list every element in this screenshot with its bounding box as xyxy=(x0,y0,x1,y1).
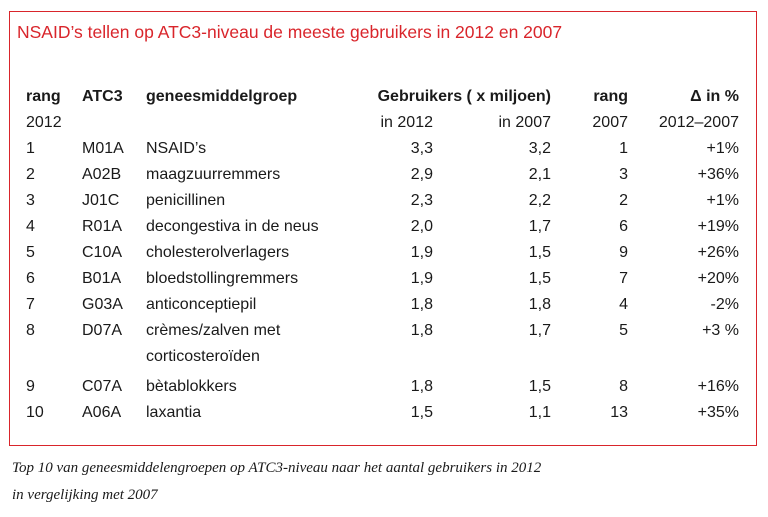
header-atc3: ATC3 xyxy=(82,88,123,105)
cell-gebruikers-2007: 1,5 xyxy=(528,378,551,395)
cell-atc3: D07A xyxy=(82,322,123,339)
table-frame xyxy=(9,11,757,446)
subheader-rang-year: 2012 xyxy=(26,114,62,131)
cell-groep: crèmes/zalven met xyxy=(146,322,281,339)
cell-atc3: R01A xyxy=(82,218,123,235)
cell-gebruikers-2012: 1,9 xyxy=(410,244,433,261)
cell-gebruikers-2007: 1,7 xyxy=(528,322,551,339)
cell-rang-2007: 1 xyxy=(619,140,628,157)
cell-gebruikers-2007: 1,7 xyxy=(528,218,551,235)
caption-line-1: Top 10 van geneesmiddelengroepen op ATC3… xyxy=(12,460,542,476)
header-geneesmiddelgroep: geneesmiddelgroep xyxy=(146,88,298,105)
cell-groep: laxantia xyxy=(146,404,202,421)
table-title: NSAID’s tellen op ATC3-niveau de meeste … xyxy=(17,22,563,42)
subheader-in2007: in 2007 xyxy=(498,114,552,131)
cell-gebruikers-2012: 1,8 xyxy=(410,378,433,395)
cell-rang-2007: 8 xyxy=(619,378,628,395)
cell-rang-2007: 3 xyxy=(619,166,628,183)
cell-atc3: A06A xyxy=(82,404,122,421)
cell-groep-continued: corticosteroïden xyxy=(146,348,260,365)
cell-delta: +3 % xyxy=(702,322,739,339)
cell-rang: 6 xyxy=(26,270,35,287)
cell-rang: 3 xyxy=(26,192,35,209)
cell-rang: 2 xyxy=(26,166,35,183)
cell-atc3: G03A xyxy=(82,296,123,313)
cell-delta: +1% xyxy=(706,192,739,209)
cell-delta: +19% xyxy=(697,218,739,235)
cell-rang: 7 xyxy=(26,296,35,313)
cell-gebruikers-2012: 1,5 xyxy=(410,404,433,421)
cell-gebruikers-2007: 1,8 xyxy=(528,296,551,313)
cell-rang-2007: 7 xyxy=(619,270,628,287)
cell-rang-2007: 4 xyxy=(619,296,628,313)
header-rang: rang xyxy=(26,88,61,105)
cell-delta: -2% xyxy=(710,296,739,313)
cell-gebruikers-2007: 1,5 xyxy=(528,244,551,261)
cell-gebruikers-2007: 1,1 xyxy=(528,404,551,421)
cell-atc3: C10A xyxy=(82,244,123,261)
cell-gebruikers-2007: 3,2 xyxy=(528,140,551,157)
cell-groep: NSAID’s xyxy=(146,140,207,157)
cell-gebruikers-2012: 2,3 xyxy=(410,192,433,209)
header-gebruikers: Gebruikers ( x miljoen) xyxy=(377,88,551,105)
cell-atc3: J01C xyxy=(82,192,120,209)
cell-rang: 1 xyxy=(26,140,35,157)
cell-delta: +20% xyxy=(697,270,739,287)
cell-delta: +36% xyxy=(697,166,739,183)
cell-gebruikers-2012: 1,8 xyxy=(410,322,433,339)
cell-groep: penicillinen xyxy=(146,192,226,209)
cell-atc3: M01A xyxy=(82,140,124,157)
subheader-in2012: in 2012 xyxy=(380,114,434,131)
cell-rang-2007: 6 xyxy=(619,218,628,235)
cell-rang-2007: 13 xyxy=(610,404,628,421)
cell-rang-2007: 5 xyxy=(619,322,628,339)
cell-rang-2007: 9 xyxy=(619,244,628,261)
cell-groep: decongestiva in de neus xyxy=(146,218,319,235)
cell-gebruikers-2012: 2,0 xyxy=(410,218,433,235)
cell-rang: 8 xyxy=(26,322,35,339)
cell-atc3: A02B xyxy=(82,166,122,183)
cell-gebruikers-2012: 1,9 xyxy=(410,270,433,287)
cell-gebruikers-2012: 2,9 xyxy=(410,166,433,183)
cell-groep: cholesterolverlagers xyxy=(146,244,290,261)
cell-atc3: B01A xyxy=(82,270,122,287)
subheader-rang2-year: 2007 xyxy=(592,114,628,131)
cell-rang: 9 xyxy=(26,378,35,395)
cell-delta: +1% xyxy=(706,140,739,157)
cell-rang: 4 xyxy=(26,218,35,235)
cell-rang: 10 xyxy=(26,404,44,421)
cell-groep: bètablokkers xyxy=(146,378,237,395)
cell-gebruikers-2012: 3,3 xyxy=(410,140,433,157)
subheader-delta-range: 2012–2007 xyxy=(658,114,739,131)
cell-atc3: C07A xyxy=(82,378,123,395)
caption-line-2: in vergelijking met 2007 xyxy=(12,487,158,503)
cell-groep: maagzuurremmers xyxy=(146,166,281,183)
cell-gebruikers-2007: 2,1 xyxy=(528,166,551,183)
header-rang-2007: rang xyxy=(593,88,628,105)
cell-delta: +35% xyxy=(697,404,739,421)
cell-gebruikers-2007: 2,2 xyxy=(528,192,551,209)
cell-rang-2007: 2 xyxy=(619,192,628,209)
cell-gebruikers-2007: 1,5 xyxy=(528,270,551,287)
cell-rang: 5 xyxy=(26,244,35,261)
cell-groep: bloedstollingremmers xyxy=(146,270,299,287)
cell-groep: anticonceptiepil xyxy=(146,296,257,313)
cell-delta: +16% xyxy=(697,378,739,395)
cell-gebruikers-2012: 1,8 xyxy=(410,296,433,313)
cell-delta: +26% xyxy=(697,244,739,261)
header-delta: Δ in % xyxy=(690,88,739,105)
